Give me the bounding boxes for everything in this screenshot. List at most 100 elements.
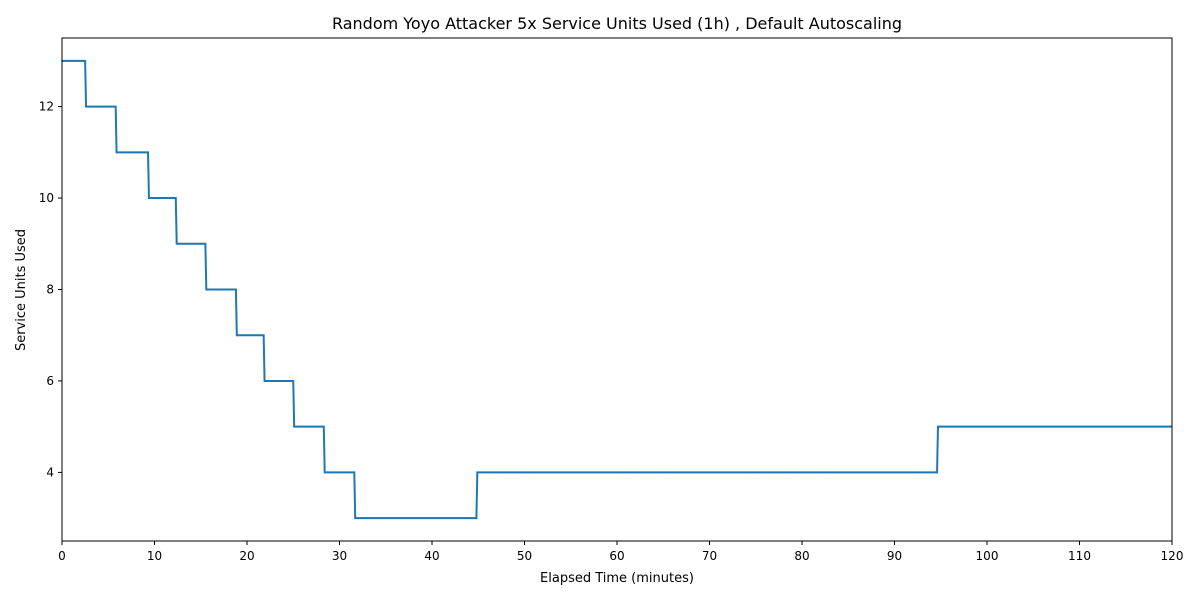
data-point bbox=[609, 471, 612, 474]
data-point bbox=[537, 471, 540, 474]
data-point bbox=[233, 288, 235, 291]
data-point bbox=[441, 517, 444, 520]
data-point bbox=[920, 471, 923, 474]
data-point bbox=[1038, 425, 1041, 428]
data-point bbox=[256, 334, 259, 337]
data-point bbox=[309, 425, 312, 428]
data-point bbox=[413, 517, 416, 520]
data-point bbox=[1029, 425, 1032, 428]
data-point bbox=[1120, 425, 1123, 428]
data-point bbox=[225, 288, 228, 291]
data-point bbox=[340, 471, 343, 474]
x-tick-label: 90 bbox=[887, 549, 902, 563]
data-point bbox=[605, 471, 608, 474]
data-point bbox=[666, 471, 669, 474]
data-point bbox=[218, 288, 221, 291]
data-point bbox=[391, 517, 394, 520]
x-axis: 0 10 20 30 40 50 60 70 80 90 100 110 120 bbox=[58, 541, 1183, 563]
data-point bbox=[1142, 425, 1145, 428]
data-point bbox=[528, 471, 531, 474]
data-point bbox=[994, 425, 997, 428]
data-point bbox=[1159, 425, 1161, 428]
data-point bbox=[151, 197, 154, 199]
data-point bbox=[161, 197, 163, 199]
data-point bbox=[465, 517, 468, 520]
data-point bbox=[380, 517, 383, 520]
data-point bbox=[1024, 425, 1026, 428]
data-point bbox=[183, 242, 186, 245]
data-point bbox=[269, 380, 272, 382]
data-point bbox=[968, 425, 971, 428]
data-point bbox=[755, 471, 758, 474]
data-point bbox=[494, 471, 497, 474]
data-point bbox=[276, 380, 279, 382]
data-point bbox=[674, 471, 677, 474]
data-point bbox=[443, 517, 445, 520]
data-point bbox=[325, 471, 328, 474]
data-point bbox=[953, 425, 956, 428]
data-point bbox=[483, 471, 486, 474]
data-point bbox=[964, 425, 967, 428]
data-point bbox=[907, 471, 910, 474]
data-point bbox=[1020, 425, 1023, 428]
data-point bbox=[975, 425, 978, 428]
data-point bbox=[278, 380, 281, 382]
data-point bbox=[87, 105, 89, 108]
data-point bbox=[351, 471, 354, 474]
data-point bbox=[1118, 425, 1121, 428]
data-point bbox=[1012, 425, 1015, 428]
data-point bbox=[1061, 425, 1063, 428]
data-point bbox=[748, 471, 751, 474]
data-point bbox=[1073, 425, 1076, 428]
data-point bbox=[363, 517, 366, 520]
data-point bbox=[585, 471, 588, 474]
data-point bbox=[948, 425, 950, 428]
data-point bbox=[887, 471, 889, 474]
data-point bbox=[83, 59, 86, 62]
data-point bbox=[220, 288, 223, 291]
data-point bbox=[944, 425, 947, 428]
data-point bbox=[1079, 425, 1082, 428]
data-point bbox=[271, 380, 273, 382]
data-point bbox=[1099, 425, 1102, 428]
data-point bbox=[911, 471, 913, 474]
data-point bbox=[293, 425, 296, 428]
data-point bbox=[824, 471, 827, 474]
data-point bbox=[996, 425, 999, 428]
data-point bbox=[633, 471, 636, 474]
data-point bbox=[681, 471, 684, 474]
data-point bbox=[454, 517, 457, 520]
data-point bbox=[700, 471, 703, 474]
data-point bbox=[848, 471, 851, 474]
data-point bbox=[940, 425, 943, 428]
data-point bbox=[311, 425, 314, 428]
data-point bbox=[990, 425, 993, 428]
data-point bbox=[400, 517, 403, 520]
data-point bbox=[358, 517, 360, 520]
data-point bbox=[1036, 425, 1039, 428]
data-point bbox=[1112, 425, 1115, 428]
data-point bbox=[1046, 425, 1049, 428]
data-point bbox=[615, 471, 617, 474]
data-point bbox=[172, 197, 174, 199]
data-point bbox=[481, 471, 484, 474]
data-point bbox=[489, 471, 492, 474]
data-point bbox=[718, 471, 721, 474]
data-point bbox=[498, 471, 501, 474]
data-point bbox=[1131, 425, 1134, 428]
data-point bbox=[1096, 425, 1098, 428]
x-tick-label: 30 bbox=[332, 549, 347, 563]
data-point bbox=[1081, 425, 1084, 428]
data-point bbox=[134, 151, 136, 154]
data-point bbox=[999, 425, 1002, 428]
data-point bbox=[802, 471, 804, 474]
data-point bbox=[1022, 425, 1024, 428]
data-point bbox=[618, 471, 621, 474]
data-point bbox=[992, 425, 995, 428]
data-point bbox=[1040, 425, 1043, 428]
data-point bbox=[987, 425, 989, 428]
data-point bbox=[231, 288, 234, 291]
data-point bbox=[874, 471, 876, 474]
data-point bbox=[315, 425, 318, 428]
